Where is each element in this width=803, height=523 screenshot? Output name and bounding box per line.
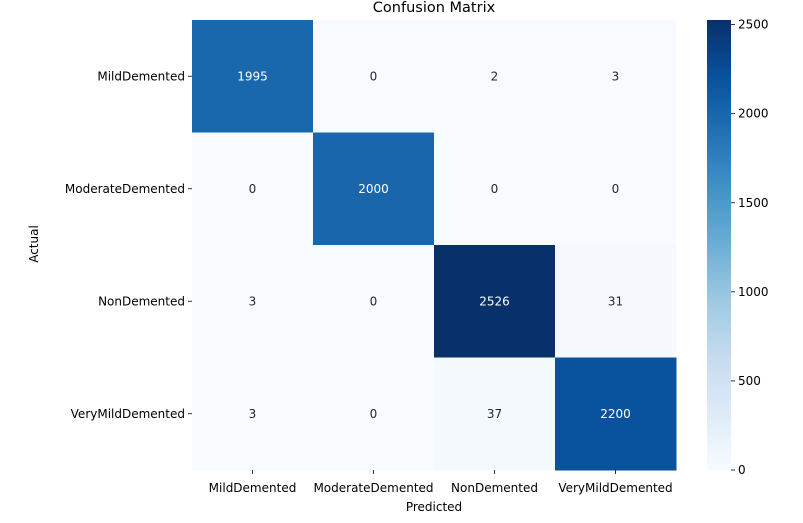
heatmap-cell (313, 132, 435, 246)
colorbar-axis: 0 500 1000 1500 2000 2500 (731, 18, 769, 477)
chart-title: Confusion Matrix (373, 0, 496, 16)
x-tick-label: VeryMildDemented (558, 481, 672, 495)
colorbar-tick-label: 0 (738, 463, 746, 477)
cell-value-label: 0 (370, 407, 378, 421)
heatmap-cell (313, 357, 435, 471)
cell-value-label: 31 (608, 294, 623, 308)
y-tick-label: NonDemented (98, 294, 185, 308)
cell-value-label: 1995 (237, 69, 268, 83)
colorbar-tick-label: 1500 (738, 196, 769, 210)
cell-value-label: 2 (491, 69, 499, 83)
cell-value-label: 37 (487, 407, 502, 421)
cell-value-label: 2200 (600, 407, 631, 421)
colorbar (707, 20, 731, 470)
cell-value-label: 0 (249, 182, 257, 196)
cell-value-label: 3 (612, 69, 620, 83)
cell-value-label: 0 (491, 182, 499, 196)
heatmap-cell (192, 132, 314, 246)
heatmap-cell (434, 132, 556, 246)
colorbar-tick-label: 2500 (738, 18, 769, 32)
heatmap-cell (434, 357, 556, 471)
cell-value-label: 0 (370, 294, 378, 308)
y-tick-label: ModerateDemented (65, 182, 185, 196)
heatmap-cell (555, 132, 677, 246)
cell-value-label: 0 (370, 69, 378, 83)
x-tick-label: ModerateDemented (313, 481, 433, 495)
cell-value-label: 2000 (358, 182, 389, 196)
heatmap-cell (555, 20, 677, 133)
colorbar-tick-label: 500 (738, 374, 761, 388)
heatmap-cell (555, 357, 677, 471)
heatmap-cell (192, 357, 314, 471)
heatmap-cell (192, 245, 314, 358)
heatmap-cell (434, 20, 556, 133)
x-axis: MildDemented ModerateDemented NonDemented V… (209, 470, 673, 495)
y-axis: MildDemented ModerateDemented NonDemented V… (65, 69, 192, 421)
heatmap-cell (434, 245, 556, 358)
heatmap-cell (555, 245, 677, 358)
x-tick-label: NonDemented (451, 481, 538, 495)
colorbar-tick-label: 1000 (738, 285, 769, 299)
x-tick-label: MildDemented (209, 481, 297, 495)
cell-value-label: 3 (249, 294, 257, 308)
cell-value-label: 0 (612, 182, 620, 196)
y-axis-title: Actual (27, 225, 41, 263)
cell-value-label: 2526 (479, 294, 510, 308)
cell-value-label: 3 (249, 407, 257, 421)
heatmap-grid (192, 20, 677, 471)
heatmap-cell (192, 20, 314, 133)
heatmap-cell (313, 245, 435, 358)
y-tick-label: MildDemented (97, 69, 185, 83)
heatmap-annotations: 1995 0 2 3 0 2000 0 0 3 0 2526 31 3 0 37 2200 (237, 69, 631, 421)
y-tick-label: VeryMildDemented (71, 407, 185, 421)
heatmap-cell (313, 20, 435, 133)
colorbar-tick-label: 2000 (738, 107, 769, 121)
x-axis-title: Predicted (406, 500, 462, 514)
